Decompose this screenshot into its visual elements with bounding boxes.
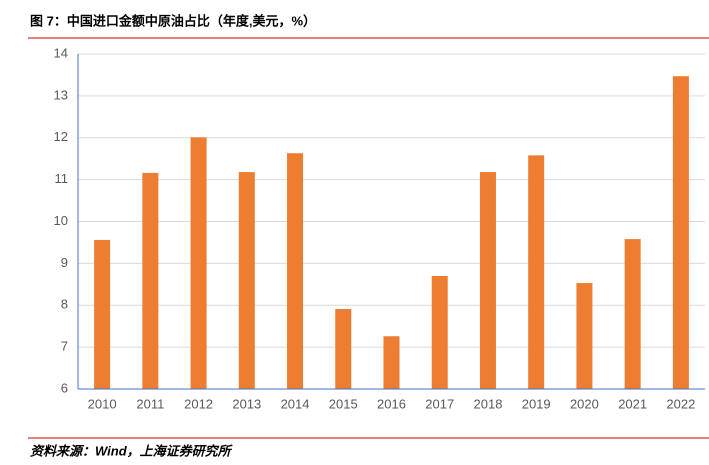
y-tick-label: 11 <box>55 171 69 186</box>
y-tick-label: 14 <box>54 45 68 60</box>
x-tick-label: 2016 <box>377 396 406 411</box>
y-tick-label: 8 <box>61 297 68 312</box>
bar <box>383 336 400 389</box>
bar <box>624 239 641 389</box>
x-tick-label: 2022 <box>666 396 695 411</box>
y-tick-label: 13 <box>54 87 68 102</box>
bar <box>238 172 255 389</box>
bar <box>335 309 352 389</box>
y-tick-label: 7 <box>61 339 68 354</box>
x-tick-label: 2021 <box>618 396 647 411</box>
bar <box>479 172 496 389</box>
bar <box>287 153 304 389</box>
chart-title: 图 7：中国进口金额中原油占比（年度,美元，%） <box>30 13 316 28</box>
bar <box>190 137 207 389</box>
bar <box>431 275 448 389</box>
x-tick-label: 2017 <box>425 396 454 411</box>
x-tick-label: 2014 <box>281 396 310 411</box>
x-tick-label: 2015 <box>329 396 358 411</box>
bar <box>528 155 545 389</box>
x-tick-label: 2011 <box>136 396 164 411</box>
bar <box>142 172 159 389</box>
y-tick-label: 10 <box>54 213 68 228</box>
bar <box>576 283 593 389</box>
x-tick-label: 2012 <box>184 396 213 411</box>
x-tick-label: 2018 <box>474 396 503 411</box>
source-note: 资料来源：Wind，上海证券研究所 <box>30 443 234 458</box>
x-tick-label: 2020 <box>570 396 599 411</box>
y-tick-label: 6 <box>61 380 68 395</box>
y-tick-label: 9 <box>61 255 68 270</box>
bar <box>94 239 111 389</box>
bar <box>672 76 689 389</box>
x-tick-label: 2010 <box>88 396 117 411</box>
y-tick-label: 12 <box>54 129 68 144</box>
x-tick-label: 2019 <box>522 396 551 411</box>
x-tick-label: 2013 <box>232 396 261 411</box>
